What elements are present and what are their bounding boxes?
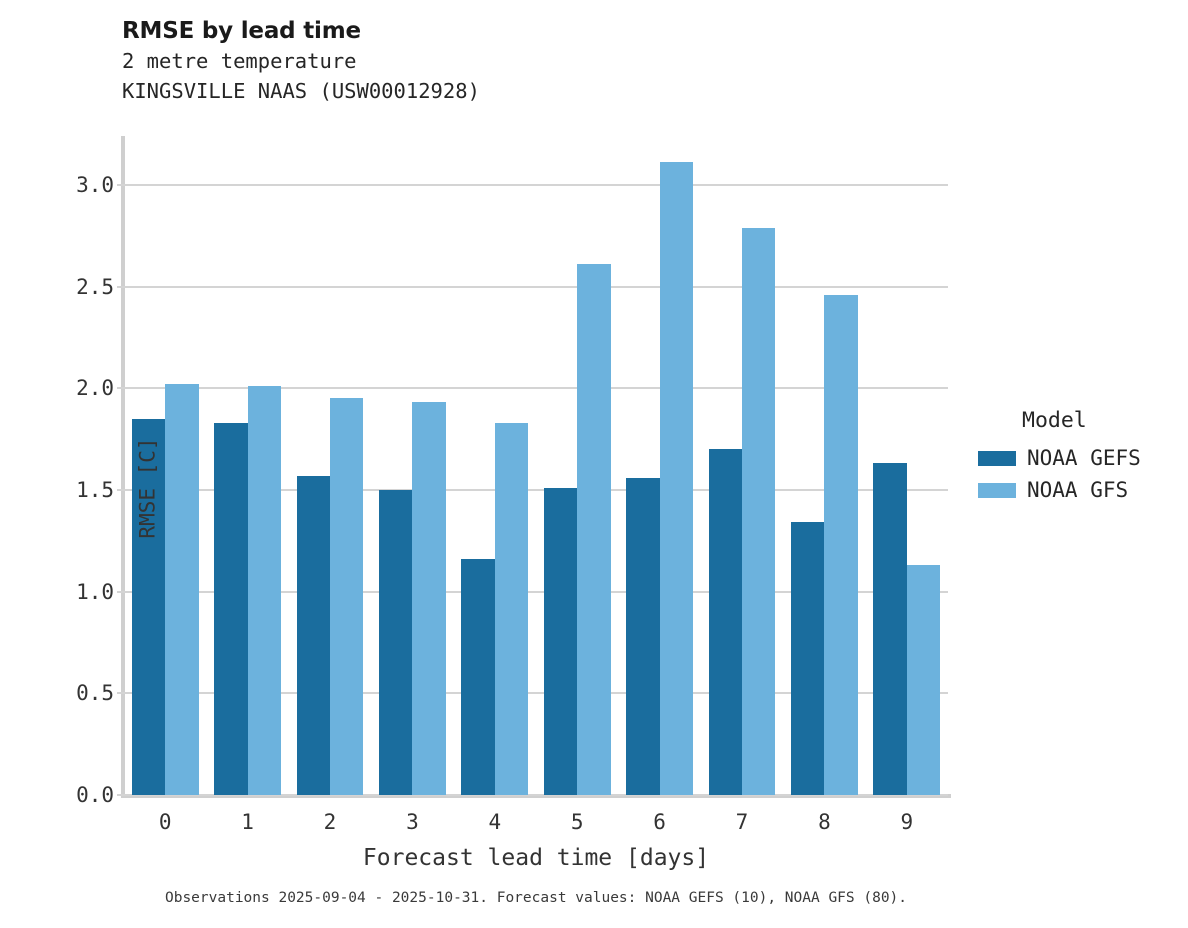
chart-subtitle: 2 metre temperature: [122, 49, 357, 73]
x-tick-label: 6: [653, 810, 666, 834]
y-tick-mark: [117, 488, 124, 491]
x-tick-label: 9: [900, 810, 914, 834]
legend-items: NOAA GEFS NOAA GFS: [978, 443, 1183, 505]
y-tick-mark: [117, 590, 124, 593]
y-tick-mark: [117, 692, 124, 695]
x-tick-label: 4: [488, 810, 502, 834]
chart-footnote: Observations 2025-09-04 - 2025-10-31. Fo…: [164, 890, 908, 906]
x-tick-label: 8: [818, 810, 831, 834]
y-tick-label: 3.0: [76, 172, 114, 197]
bar-noaa-gefs-lead-1: [214, 422, 248, 795]
bar-noaa-gefs-lead-9: [873, 463, 907, 795]
gridline: [124, 387, 948, 390]
gridline: [124, 285, 948, 288]
y-tick-mark: [117, 387, 124, 390]
y-axis-spine: [121, 136, 125, 797]
gridline: [124, 488, 948, 491]
legend-swatch-icon: [978, 450, 1016, 466]
legend: Model NOAA GEFS NOAA GFS: [978, 408, 1183, 507]
bar-noaa-gefs-lead-5: [543, 487, 578, 795]
bar-noaa-gfs-lead-1: [247, 386, 281, 795]
y-tick-mark: [117, 285, 124, 288]
bar-noaa-gefs-lead-6: [626, 477, 660, 795]
bar-noaa-gefs-lead-8: [791, 522, 825, 795]
legend-item-noaa-gefs[interactable]: NOAA GEFS: [978, 443, 1183, 473]
legend-swatch-icon: [978, 482, 1016, 498]
legend-item-label: NOAA GFS: [1027, 478, 1129, 502]
x-tick-label: 3: [406, 810, 419, 834]
bar-noaa-gfs-lead-7: [742, 227, 776, 795]
bar-noaa-gfs-lead-2: [330, 398, 364, 795]
bar-noaa-gfs-lead-8: [824, 294, 858, 795]
y-tick-mark: [117, 794, 124, 796]
y-tick-label: 1.0: [76, 579, 114, 604]
bar-noaa-gfs-lead-6: [659, 162, 693, 795]
bar-noaa-gfs-lead-9: [906, 565, 941, 795]
x-tick-label: 0: [158, 810, 172, 834]
y-tick-label: 0.0: [76, 783, 114, 807]
gridline: [124, 590, 948, 593]
chart-station-name: KINGSVILLE NAAS (USW00012928): [122, 79, 480, 103]
page-title: RMSE by lead time: [122, 18, 361, 44]
x-tick-label: 2: [323, 810, 337, 834]
gridline: [124, 692, 948, 695]
x-tick-label: 7: [735, 810, 749, 834]
y-tick-label: 2.5: [76, 274, 114, 299]
x-axis-label: Forecast lead time [days]: [362, 845, 710, 871]
bar-noaa-gfs-lead-0: [165, 384, 199, 795]
bar-noaa-gefs-lead-3: [379, 489, 413, 795]
legend-item-label: NOAA GEFS: [1027, 446, 1141, 470]
y-tick-label: 1.5: [76, 477, 114, 502]
bar-noaa-gefs-lead-2: [296, 475, 330, 795]
bar-noaa-gfs-lead-4: [494, 422, 529, 795]
bar-noaa-gefs-lead-0: [131, 418, 166, 795]
y-tick-mark: [117, 183, 124, 186]
x-tick-label: 1: [241, 810, 254, 834]
y-tick-label: 0.5: [76, 681, 114, 706]
bar-noaa-gfs-lead-3: [412, 402, 446, 795]
bar-noaa-gfs-lead-5: [577, 264, 611, 795]
chart-header: RMSE by lead time 2 metre temperature KI…: [122, 16, 1022, 106]
bar-noaa-gefs-lead-4: [461, 559, 495, 795]
y-tick-label: 2.0: [76, 376, 114, 401]
gridline: [124, 794, 948, 796]
plot-area: RMSE [C]: [117, 136, 948, 796]
legend-title: Model: [1022, 408, 1087, 433]
bar-noaa-gefs-lead-7: [708, 449, 742, 795]
x-tick-label: 5: [570, 810, 584, 834]
legend-item-noaa-gfs[interactable]: NOAA GFS: [978, 475, 1183, 505]
gridline: [124, 183, 948, 186]
